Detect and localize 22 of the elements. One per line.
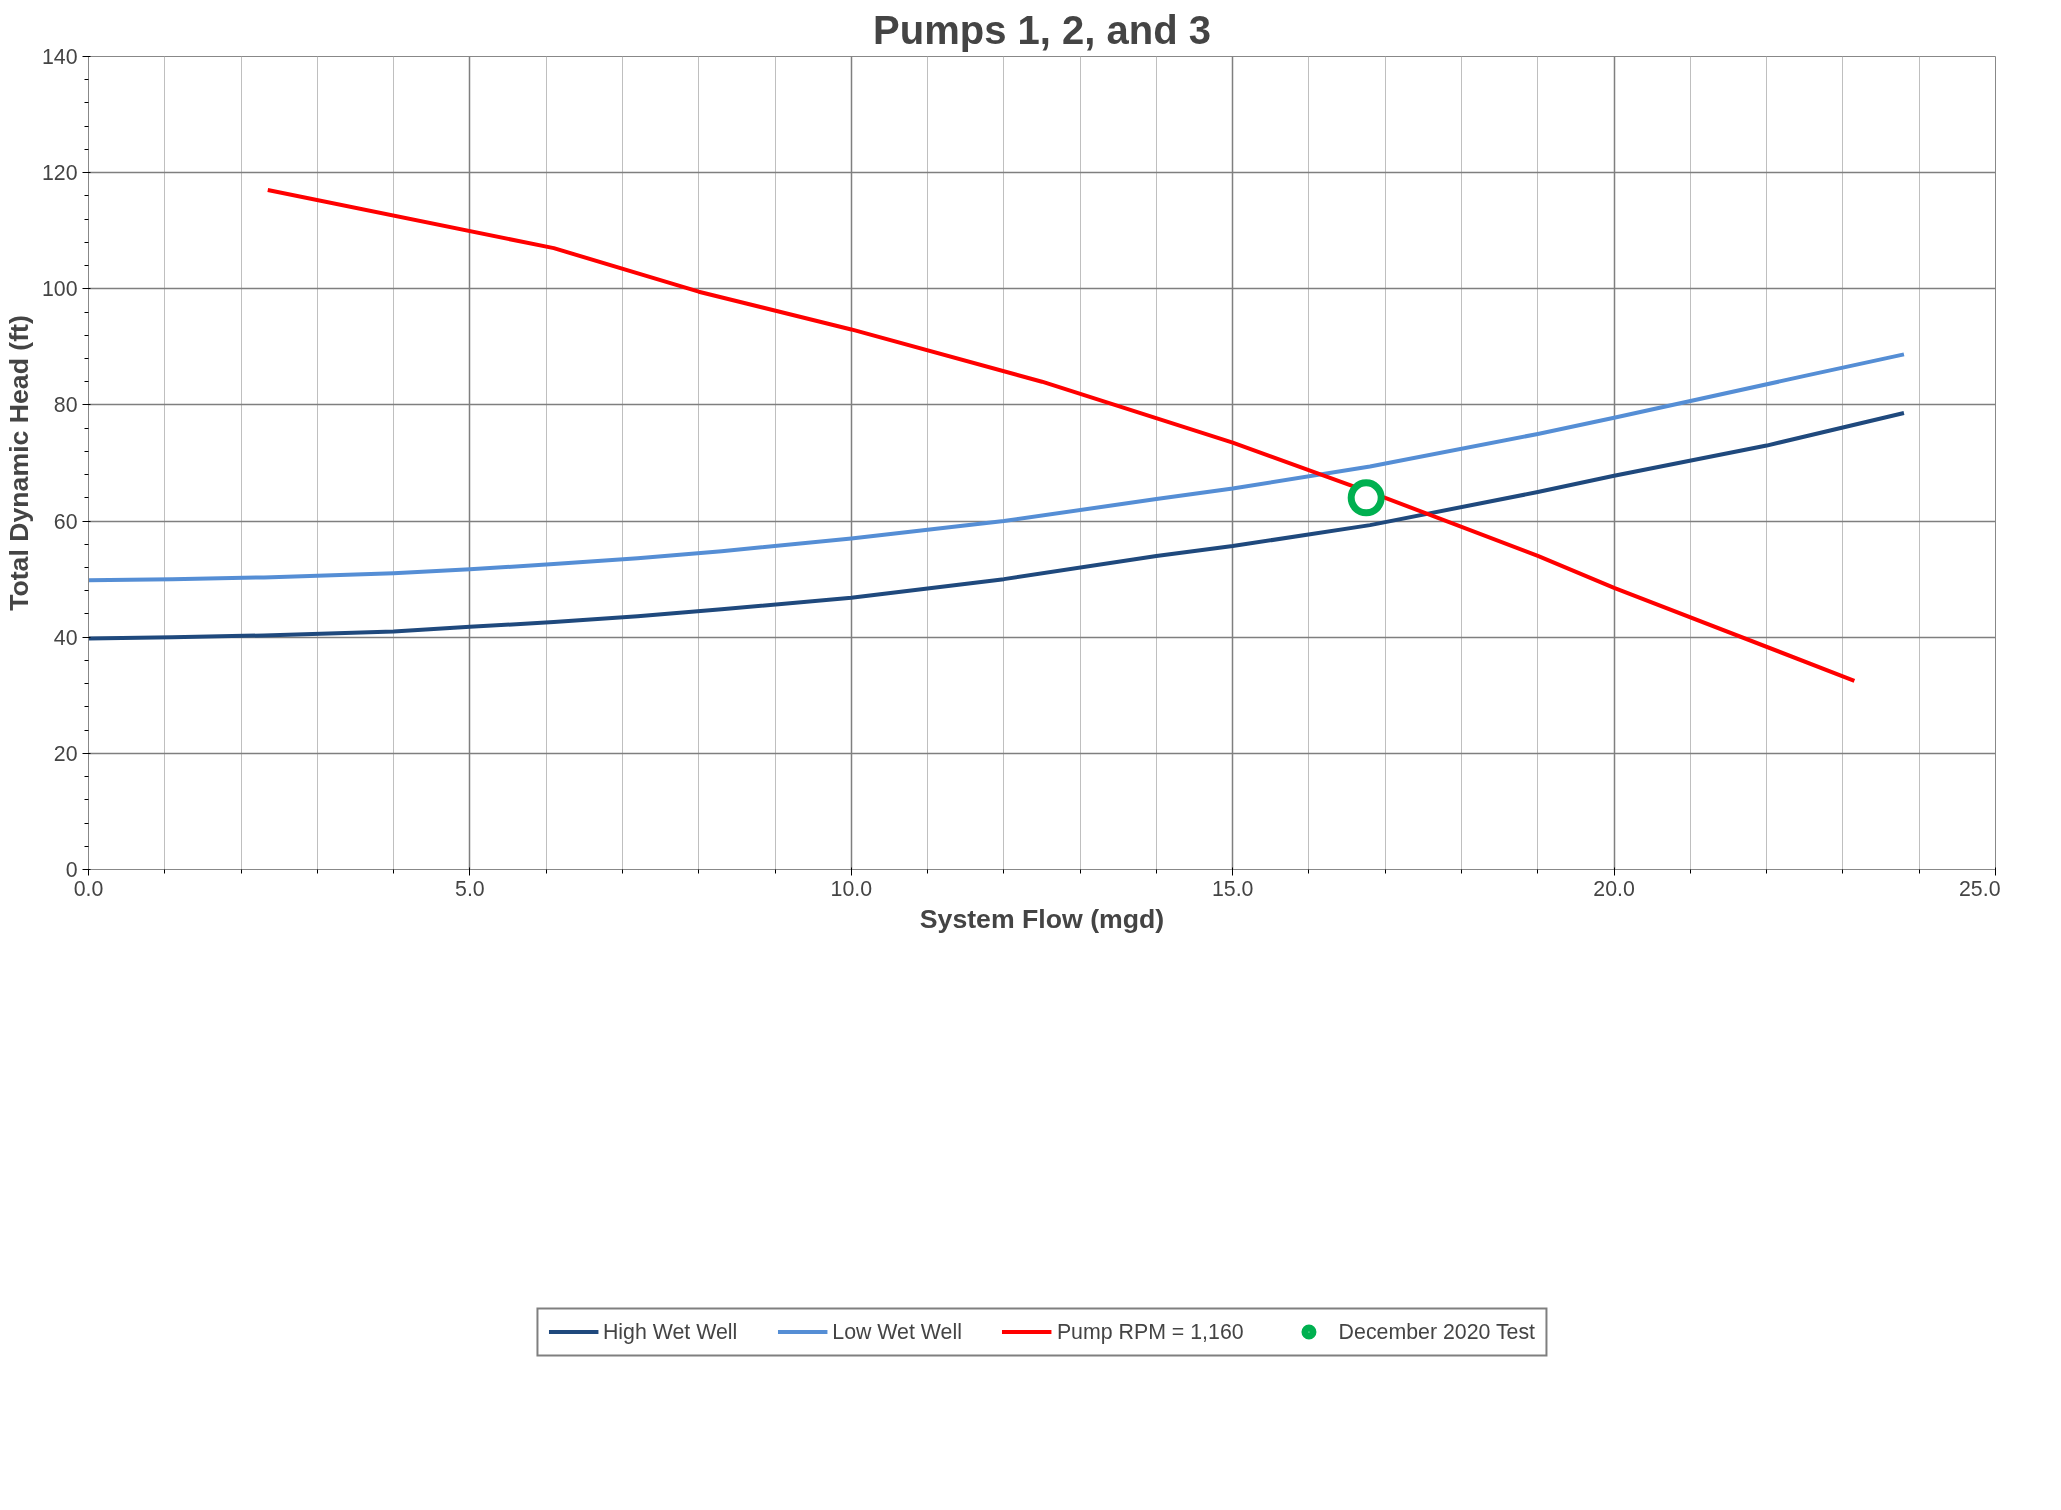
chart-title: Pumps 1, 2, and 3	[873, 7, 1211, 52]
x-axis-title: System Flow (mgd)	[919, 903, 1165, 934]
legend-label: High Wet Well	[602, 1319, 738, 1345]
x-tick-label: 25.0	[1958, 876, 2001, 901]
y-tick-label: 140	[41, 45, 78, 69]
x-tick-label: 15.0	[1211, 876, 1254, 901]
x-tick-label: 10.0	[830, 876, 873, 901]
x-tick-label: 20.0	[1593, 876, 1635, 901]
x-tick-label: 5.0	[455, 876, 485, 901]
y-tick-label: 20	[53, 741, 78, 766]
line-series	[265, 188, 1857, 683]
y-tick-label: 100	[41, 277, 78, 302]
legend-label: December 2020 Test	[1338, 1319, 1536, 1345]
legend-label: Low Wet Well	[832, 1319, 962, 1345]
legend-label: Pump RPM = 1,160	[1056, 1319, 1244, 1345]
y-tick-label: 60	[53, 509, 78, 534]
line-series	[88, 352, 1906, 583]
y-tick-label: 120	[41, 161, 78, 186]
line-series	[88, 411, 1906, 641]
y-tick-label: 80	[53, 393, 78, 418]
y-axis-title: Total Dynamic Head (ft)	[3, 315, 34, 611]
y-tick-label: 40	[53, 625, 78, 650]
